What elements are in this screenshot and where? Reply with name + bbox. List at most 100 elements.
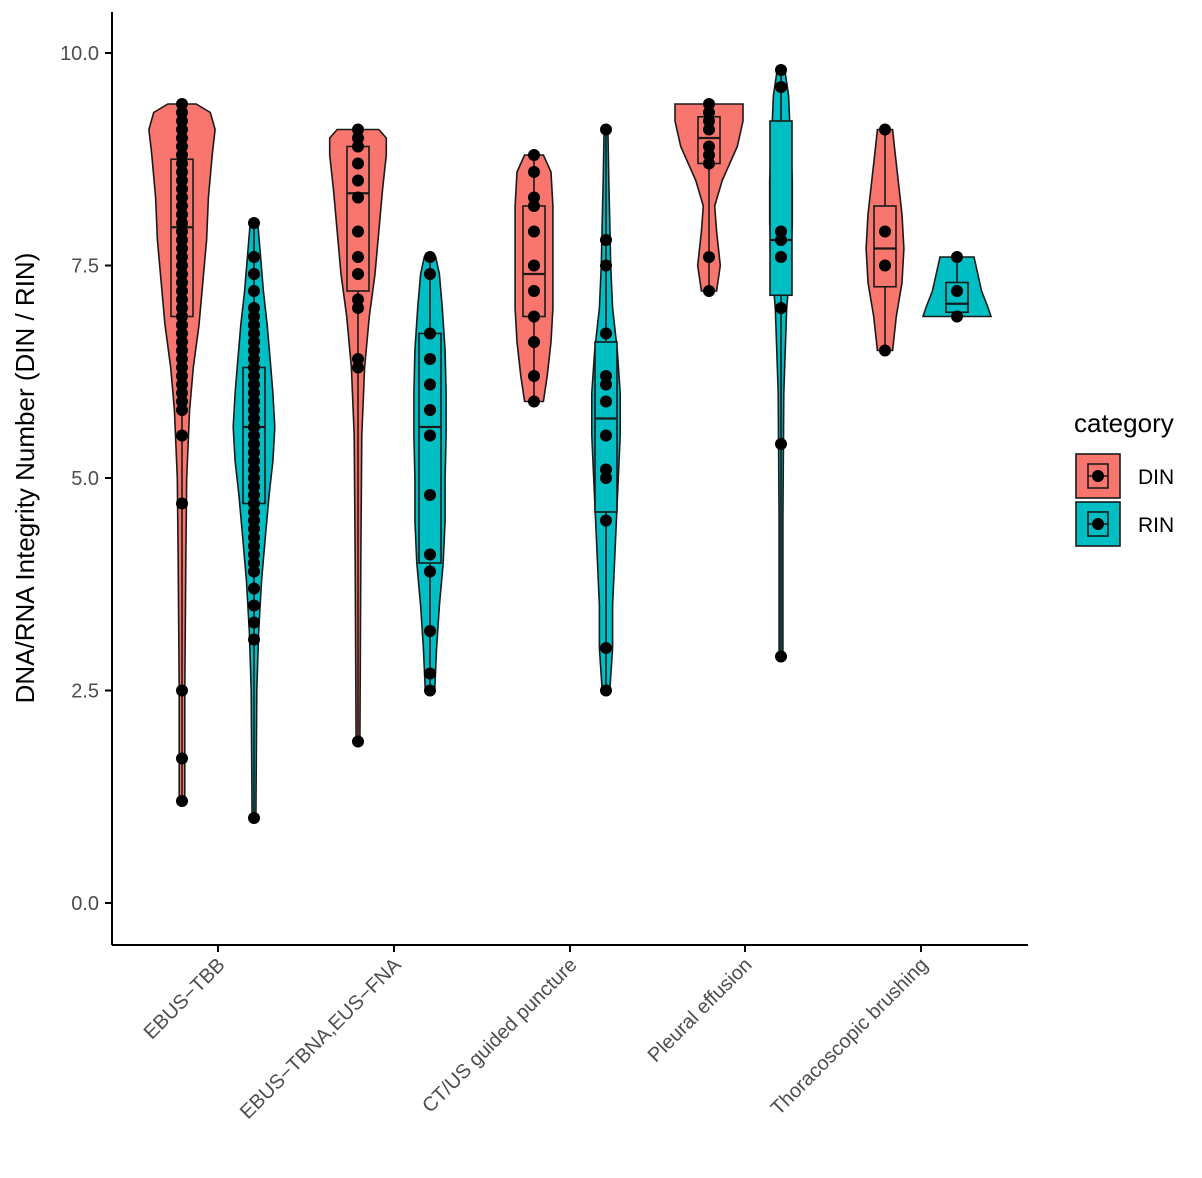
data-point — [352, 157, 364, 170]
data-point — [528, 225, 540, 238]
data-point — [775, 251, 787, 263]
y-tick-label: 2.5 — [71, 681, 99, 703]
data-point — [951, 310, 963, 323]
box-iqr — [418, 332, 442, 564]
y-axis-title: DNA/RNA Integrity Number (DIN / RIN) — [10, 253, 40, 704]
data-point — [176, 336, 188, 348]
box-iqr — [594, 341, 618, 513]
data-point — [248, 514, 260, 527]
data-point — [176, 361, 188, 374]
legend-item-rin: RIN — [1075, 501, 1174, 547]
violin-group-rin — [768, 64, 794, 663]
data-point — [352, 123, 364, 136]
data-point — [176, 370, 188, 382]
data-point — [703, 157, 715, 170]
data-point — [176, 259, 188, 272]
data-point — [528, 336, 540, 348]
x-tick-label: EBUS−TBB — [140, 954, 230, 1044]
data-point — [775, 234, 787, 246]
data-point — [248, 531, 260, 544]
data-point — [248, 353, 260, 365]
data-point — [176, 106, 188, 119]
data-point — [248, 472, 260, 484]
data-point — [775, 438, 787, 450]
data-point — [248, 557, 260, 569]
data-point — [248, 582, 260, 595]
data-point — [248, 565, 260, 578]
data-point — [248, 285, 260, 297]
data-point — [951, 285, 963, 297]
y-axis-ticks: 0.0 2.5 5.0 7.5 10.0 — [60, 43, 112, 915]
x-tick-label: EBUS−TBNA,EUS−FNA — [236, 954, 406, 1124]
data-point — [248, 302, 260, 314]
data-point — [352, 140, 364, 153]
data-point — [176, 225, 188, 238]
data-point — [176, 387, 188, 399]
violin-group-din — [865, 123, 905, 357]
data-point — [176, 395, 188, 408]
legend-keys: DIN RIN — [1075, 453, 1174, 547]
y-tick-label: 10.0 — [60, 43, 99, 65]
data-point — [176, 285, 188, 297]
box-iqr — [769, 120, 793, 297]
data-point — [352, 361, 364, 374]
data-point — [703, 140, 715, 153]
data-point — [176, 293, 188, 306]
data-point — [176, 497, 188, 510]
legend: category DIN RIN — [1074, 408, 1174, 547]
data-point — [528, 191, 540, 204]
violin-group-din — [514, 149, 554, 408]
data-point — [600, 642, 612, 654]
data-point — [176, 157, 188, 170]
plot-area — [148, 64, 993, 824]
y-tick-label: 7.5 — [71, 256, 99, 278]
data-point — [176, 251, 188, 263]
data-point — [176, 174, 188, 187]
data-point — [176, 429, 188, 442]
data-point — [528, 395, 540, 408]
data-point — [176, 115, 188, 127]
data-point — [248, 616, 260, 629]
data-point — [248, 421, 260, 433]
data-point — [775, 650, 787, 663]
data-point — [248, 429, 260, 442]
data-point — [176, 404, 188, 416]
data-point — [248, 463, 260, 476]
data-point — [176, 140, 188, 153]
data-point — [248, 438, 260, 450]
data-point — [248, 361, 260, 374]
data-point — [352, 353, 364, 365]
data-point — [703, 251, 715, 263]
data-point — [176, 344, 188, 357]
data-point — [703, 98, 715, 110]
legend-key-point — [1092, 470, 1104, 482]
violin-group-rin — [232, 217, 276, 824]
legend-item-din: DIN — [1075, 453, 1174, 499]
data-point — [879, 225, 891, 238]
data-point — [424, 565, 436, 578]
data-point — [424, 429, 436, 442]
data-point — [352, 251, 364, 263]
legend-key-point — [1092, 518, 1104, 530]
data-point — [248, 327, 260, 340]
data-point — [352, 268, 364, 280]
data-point — [248, 480, 260, 493]
data-point — [248, 395, 260, 408]
data-point — [176, 327, 188, 340]
data-point — [248, 489, 260, 501]
violin-group-rin — [413, 251, 447, 697]
data-point — [176, 242, 188, 255]
data-point — [600, 234, 612, 246]
data-point — [424, 667, 436, 680]
data-point — [248, 812, 260, 824]
data-point — [703, 149, 715, 161]
box-iqr — [873, 205, 897, 288]
data-point — [424, 404, 436, 416]
violin-group-din — [674, 98, 744, 297]
data-point — [528, 285, 540, 297]
data-point — [248, 523, 260, 535]
data-point — [248, 370, 260, 382]
data-point — [176, 795, 188, 807]
data-point — [176, 268, 188, 280]
data-point — [176, 684, 188, 697]
